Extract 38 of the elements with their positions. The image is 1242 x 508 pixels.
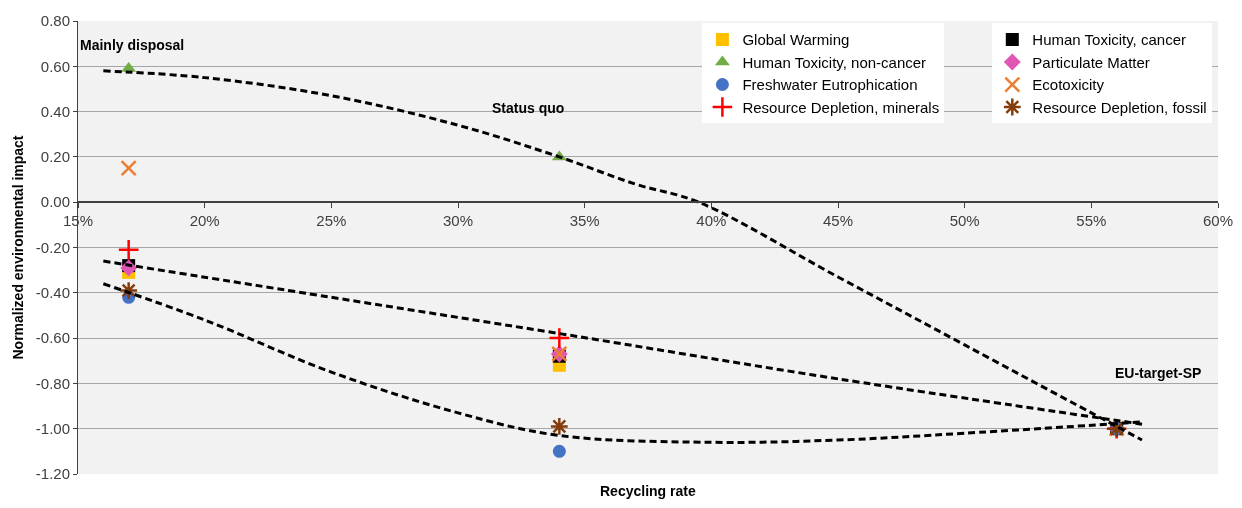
annotation: EU-target-SP [1115,365,1202,381]
y-tick-label: -0.40 [35,284,70,302]
x-tick-label: 45% [822,211,854,229]
y-tick-label: 0.60 [40,57,70,75]
y-axis-title: Normalized environmental impact [10,135,27,360]
y-tick-label: -1.20 [35,465,70,483]
point [120,159,137,177]
legend-label: Human Toxicity, cancer [1032,31,1186,49]
y-tick-label: 0.20 [40,148,70,166]
x-tick-label: 50% [949,211,980,229]
point [117,238,140,261]
y-tick-label: 0.00 [40,193,70,211]
legend-label: Global Warming [742,31,850,49]
y-tick-label: -0.20 [35,238,70,256]
legend-label: Freshwater Eutrophication [742,76,918,94]
x-axis-title: Recycling rate [600,483,696,499]
y-tick-label: -0.60 [35,329,70,347]
x-tick-label: 35% [569,211,600,229]
x-tick-label: 30% [442,211,474,229]
point [548,327,571,350]
y-tick-label: 0.40 [40,102,70,120]
legend-label: Particulate Matter [1032,53,1150,71]
annotation: Status quo [492,100,565,116]
point [552,444,566,458]
legend-label: Resource Depletion, fossil [1032,98,1207,116]
legend-label: Human Toxicity, non-cancer [742,53,927,71]
x-tick-label: 60% [1202,211,1234,229]
point [549,416,569,437]
y-tick-label: 0.80 [40,12,70,30]
legend-label: Resource Depletion, minerals [742,98,940,116]
legend-label: Ecotoxicity [1032,76,1105,94]
x-tick-label: 20% [189,211,220,229]
x-tick-label: 40% [696,211,727,229]
annotation: Mainly disposal [80,37,185,53]
x-tick-label: 25% [316,211,347,229]
x-tick-label: 55% [1076,211,1107,229]
y-tick-label: -0.80 [35,374,70,392]
y-tick-label: -1.00 [35,419,70,437]
